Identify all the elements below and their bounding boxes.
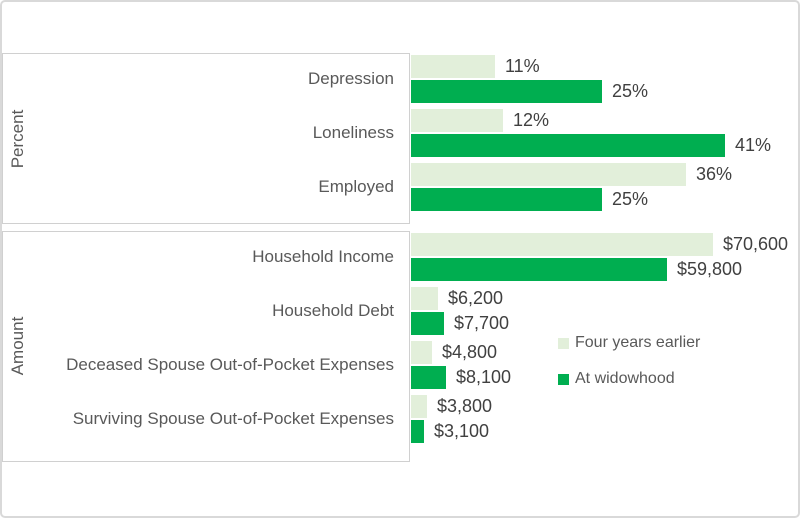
category-label: Employed xyxy=(318,177,394,196)
value-label: $6,200 xyxy=(448,288,504,308)
legend-label: At widowhood xyxy=(575,370,675,387)
category-label: Deceased Spouse Out-of-Pocket Expenses xyxy=(66,355,394,374)
legend: Four years earlier At widowhood xyxy=(558,332,700,404)
value-label: $59,800 xyxy=(677,259,743,279)
value-label: 41% xyxy=(735,135,772,155)
bar-four-years-earlier xyxy=(411,287,438,310)
bar-four-years-earlier xyxy=(411,163,686,186)
value-label: 36% xyxy=(696,164,733,184)
percent-axis-label: Percent xyxy=(8,109,27,169)
value-label: 12% xyxy=(513,110,550,130)
value-label: 25% xyxy=(612,189,649,209)
value-label: 11% xyxy=(505,56,540,76)
percent-group-box xyxy=(2,53,410,224)
bar-at-widowhood xyxy=(411,80,602,103)
value-label: 25% xyxy=(612,81,649,101)
legend-item: Four years earlier xyxy=(558,332,700,354)
bar-four-years-earlier xyxy=(411,341,432,364)
amount-group-box xyxy=(2,231,410,462)
category-label: Loneliness xyxy=(312,123,394,142)
bar-at-widowhood xyxy=(411,188,602,211)
value-label: $3,800 xyxy=(437,396,493,416)
bar-at-widowhood xyxy=(411,134,725,157)
category-label: Depression xyxy=(308,69,394,88)
bar-at-widowhood xyxy=(411,420,424,443)
amount-axis-label: Amount xyxy=(8,316,27,376)
category-label: Household Income xyxy=(252,247,394,266)
bar-at-widowhood xyxy=(411,312,444,335)
value-label: $7,700 xyxy=(454,313,510,333)
legend-item: At widowhood xyxy=(558,368,700,390)
bar-at-widowhood xyxy=(411,366,446,389)
value-label: $8,100 xyxy=(456,367,512,387)
value-label: $70,600 xyxy=(723,234,789,254)
bar-four-years-earlier xyxy=(411,109,503,132)
value-label: $4,800 xyxy=(442,342,498,362)
category-label: Household Debt xyxy=(272,301,394,320)
legend-swatch-four-years-earlier xyxy=(558,337,569,349)
legend-swatch-at-widowhood xyxy=(558,373,569,385)
bar-four-years-earlier xyxy=(411,233,713,256)
value-label: $3,100 xyxy=(434,421,490,441)
bar-four-years-earlier xyxy=(411,55,495,78)
bar-four-years-earlier xyxy=(411,395,427,418)
bar-at-widowhood xyxy=(411,258,667,281)
legend-label: Four years earlier xyxy=(575,334,701,351)
category-label: Surviving Spouse Out-of-Pocket Expenses xyxy=(72,409,394,428)
